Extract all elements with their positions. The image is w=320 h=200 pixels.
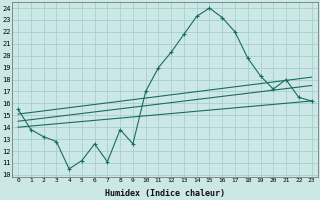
X-axis label: Humidex (Indice chaleur): Humidex (Indice chaleur) [105,189,225,198]
